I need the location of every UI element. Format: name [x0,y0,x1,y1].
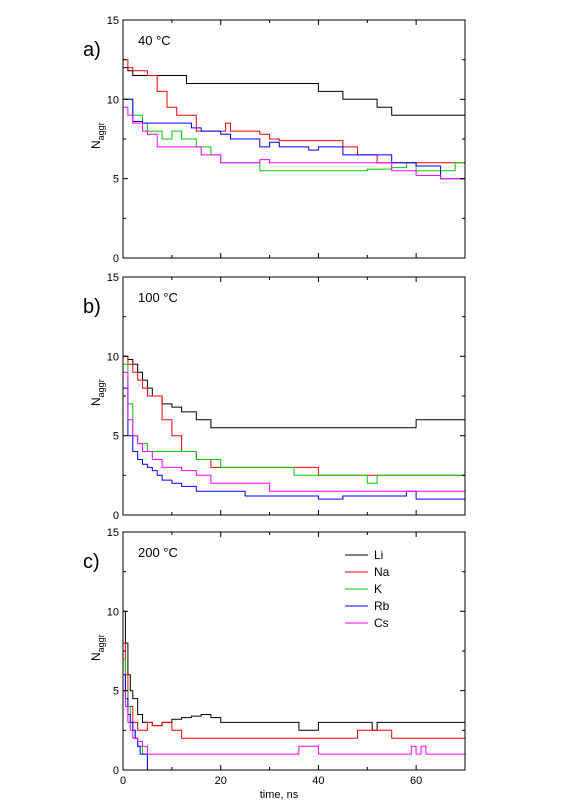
y-tick-label: 5 [113,174,119,186]
series-line-li [123,610,465,731]
series-line-cs [123,106,465,180]
temperature-annotation: 100 °C [138,290,178,305]
legend-label: Na [374,565,390,579]
legend-label: K [374,582,382,596]
y-axis-label-main: N [89,397,103,406]
series-group [123,59,465,180]
y-tick-label: 10 [107,351,119,363]
x-axis-label: time, ns [260,789,299,801]
y-tick-label: 0 [113,765,119,777]
temperature-annotation: 200 °C [138,545,178,560]
series-line-li [123,67,465,116]
series-line-li [123,355,465,429]
panel-label: a) [83,39,101,61]
y-tick-label: 15 [107,272,119,284]
plot-frame [122,19,466,259]
y-axis-label-sub: aggr [96,379,106,397]
y-tick-label: 0 [113,253,119,265]
series-line-cs [123,371,465,492]
series-line-na [123,355,465,476]
legend-label: Rb [374,599,390,613]
y-axis-label: Naggr [89,634,106,661]
x-tick-label: 0 [120,775,126,787]
series-group [123,355,465,500]
series-line-k [123,363,465,484]
y-axis-label: Naggr [89,122,106,149]
series-line-na [123,642,465,739]
y-axis-label: Naggr [89,379,106,406]
series-line-rb [123,387,465,500]
x-tick-label: 60 [410,775,422,787]
y-axis-label-main: N [89,140,103,149]
plot-frame [122,276,466,516]
y-axis-label-sub: aggr [96,122,106,140]
temperature-annotation: 40 °C [138,33,171,48]
y-tick-label: 15 [107,527,119,539]
y-tick-label: 5 [113,431,119,443]
series-line-rb [123,98,465,180]
y-tick-label: 0 [113,510,119,522]
chart-panel-3: 0 5 10 15 0 20 40 60 Naggr c) 200 °C time, ns Li Na KR… [83,527,466,801]
y-axis-label-sub: aggr [96,634,106,652]
y-tick-label: 15 [107,15,119,27]
series-line-na [123,59,465,164]
legend: Li Na K Rb Cs [345,548,390,630]
chart-panel-1: 0 5 10 15 Naggr a) 40 °C [83,15,466,265]
legend-label: Li [374,548,383,562]
y-axis-label-main: N [89,652,103,661]
y-tick-label: 10 [107,606,119,618]
series-line-k [123,98,465,172]
x-tick-label: 20 [215,775,227,787]
legend-label: Cs [374,616,389,630]
panel-label: c) [83,551,100,573]
series-line-k [123,658,465,771]
x-tick-label: 40 [312,775,324,787]
series-line-cs [123,690,465,755]
series-group [123,610,465,771]
y-tick-label: 10 [107,94,119,106]
plot-frame [122,531,466,771]
y-tick-label: 5 [113,686,119,698]
chart-panel-2: 0 5 10 15 Naggr b) 100 °C [83,272,466,522]
panel-label: b) [83,296,101,318]
